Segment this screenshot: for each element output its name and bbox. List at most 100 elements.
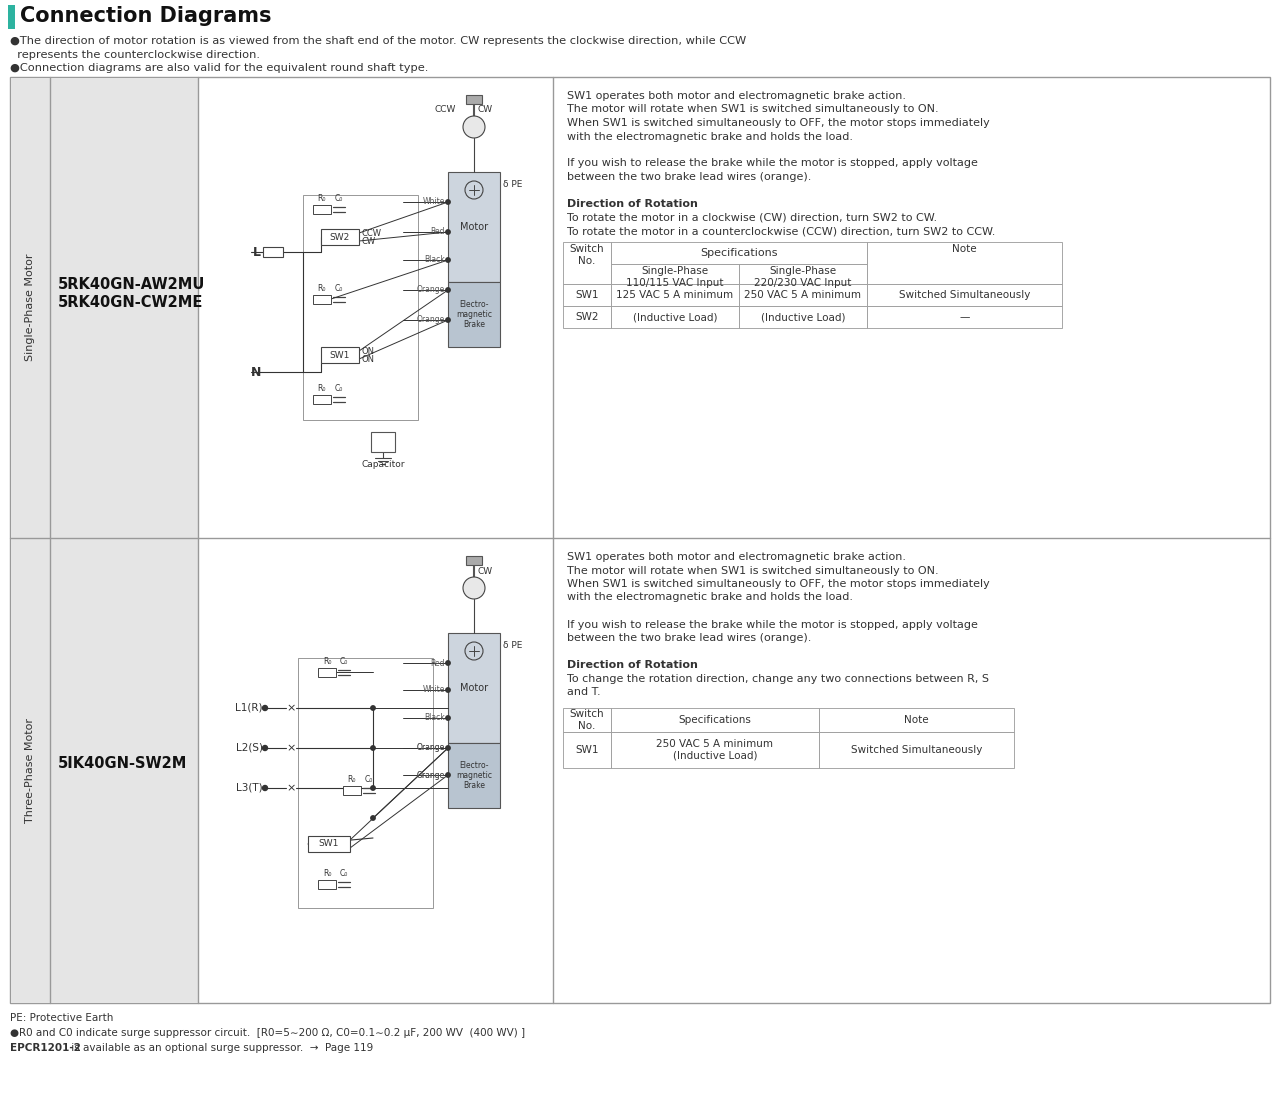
Text: R₀: R₀ (317, 384, 326, 393)
Text: represents the counterclockwise direction.: represents the counterclockwise directio… (10, 50, 260, 60)
Text: C₀: C₀ (365, 775, 374, 784)
Bar (611, 284, 739, 305)
Text: 5IK40GN-SW2M: 5IK40GN-SW2M (58, 756, 187, 771)
Circle shape (262, 786, 268, 790)
Text: —: — (959, 312, 970, 322)
Bar (448, 172, 500, 282)
Text: Specifications: Specifications (678, 715, 751, 725)
Text: Specifications: Specifications (700, 248, 778, 258)
Bar (739, 264, 867, 284)
Bar (317, 668, 335, 677)
Circle shape (371, 816, 375, 820)
Bar (10, 538, 50, 1003)
Text: Orange: Orange (417, 743, 445, 752)
Text: Direction of Rotation: Direction of Rotation (567, 199, 698, 209)
Circle shape (445, 688, 451, 693)
Text: Orange: Orange (417, 316, 445, 325)
Text: When SW1 is switched simultaneously to OFF, the motor stops immediately: When SW1 is switched simultaneously to O… (567, 117, 989, 128)
Text: If you wish to release the brake while the motor is stopped, apply voltage: If you wish to release the brake while t… (567, 159, 978, 169)
Text: N: N (251, 366, 261, 378)
Text: ×: × (287, 743, 296, 753)
Bar (448, 282, 500, 347)
Text: C₀: C₀ (335, 284, 343, 293)
Text: 125 VAC 5 A minimum: 125 VAC 5 A minimum (617, 290, 733, 300)
Text: SW2: SW2 (575, 312, 599, 322)
Bar (10, 77, 1270, 1003)
Text: δ PE: δ PE (503, 641, 522, 650)
Bar (739, 284, 867, 305)
Bar (563, 708, 611, 732)
Text: If you wish to release the brake while the motor is stopped, apply voltage: If you wish to release the brake while t… (567, 620, 978, 630)
Circle shape (463, 577, 485, 599)
Bar (262, 247, 283, 257)
Text: CCW: CCW (361, 229, 381, 238)
Text: SW1 operates both motor and electromagnetic brake action.: SW1 operates both motor and electromagne… (567, 552, 906, 562)
Bar (466, 95, 483, 104)
Bar (50, 77, 198, 538)
Text: C₀: C₀ (339, 657, 348, 666)
Text: Motor: Motor (460, 222, 488, 232)
Text: Red: Red (430, 658, 445, 668)
Text: R₀: R₀ (323, 657, 332, 666)
Text: (Inductive Load): (Inductive Load) (760, 312, 845, 322)
Text: Electro-
magnetic
Brake: Electro- magnetic Brake (456, 300, 492, 329)
Text: (Inductive Load): (Inductive Load) (632, 312, 717, 322)
Text: CW: CW (361, 237, 375, 246)
Text: CW: CW (477, 566, 492, 575)
Text: Direction of Rotation: Direction of Rotation (567, 660, 698, 670)
Circle shape (445, 661, 451, 665)
Bar (343, 786, 361, 794)
Bar (314, 205, 332, 214)
Text: EPCR1201-2: EPCR1201-2 (10, 1043, 81, 1053)
Text: ON: ON (361, 347, 374, 356)
Text: C₀: C₀ (339, 869, 348, 878)
Bar (819, 708, 1014, 732)
Bar (303, 195, 419, 420)
Text: Motor: Motor (460, 683, 488, 693)
Text: Single-Phase Motor: Single-Phase Motor (26, 254, 35, 361)
Text: ×: × (287, 703, 296, 713)
Circle shape (445, 257, 451, 262)
Bar (867, 305, 1062, 328)
Text: δ PE: δ PE (503, 180, 522, 189)
Text: The motor will rotate when SW1 is switched simultaneously to ON.: The motor will rotate when SW1 is switch… (567, 104, 938, 114)
Text: and T.: and T. (567, 687, 600, 697)
Text: Orange: Orange (417, 743, 445, 752)
Circle shape (445, 288, 451, 292)
Circle shape (445, 773, 451, 778)
Text: R₀: R₀ (348, 775, 356, 784)
Text: Note: Note (904, 715, 929, 725)
Circle shape (463, 116, 485, 138)
Text: Switch
No.: Switch No. (570, 709, 604, 731)
Circle shape (445, 200, 451, 204)
Circle shape (262, 705, 268, 711)
Bar (867, 242, 1062, 284)
Text: ON: ON (361, 355, 374, 364)
Bar (563, 242, 611, 284)
Circle shape (371, 706, 375, 711)
Bar (314, 295, 332, 304)
Text: 5RK40GN-AW2MU
5RK40GN-CW2ME: 5RK40GN-AW2MU 5RK40GN-CW2ME (58, 278, 205, 310)
Text: with the electromagnetic brake and holds the load.: with the electromagnetic brake and holds… (567, 132, 852, 141)
Text: The motor will rotate when SW1 is switched simultaneously to ON.: The motor will rotate when SW1 is switch… (567, 565, 938, 575)
Circle shape (445, 745, 451, 750)
Bar (448, 743, 500, 808)
Text: 250 VAC 5 A minimum
(Inductive Load): 250 VAC 5 A minimum (Inductive Load) (657, 740, 773, 761)
Text: 250 VAC 5 A minimum: 250 VAC 5 A minimum (745, 290, 861, 300)
Text: When SW1 is switched simultaneously to OFF, the motor stops immediately: When SW1 is switched simultaneously to O… (567, 579, 989, 589)
Text: SW2: SW2 (330, 233, 351, 242)
Text: SW1: SW1 (330, 350, 351, 359)
Text: R₀: R₀ (317, 284, 326, 293)
Text: CW: CW (477, 105, 492, 114)
Circle shape (445, 318, 451, 322)
Text: ●R0 and C0 indicate surge suppressor circuit.  [R0=5∼200 Ω, C0=0.1∼0.2 μF, 200 W: ●R0 and C0 indicate surge suppressor cir… (10, 1028, 525, 1038)
Text: with the electromagnetic brake and holds the load.: with the electromagnetic brake and holds… (567, 592, 852, 602)
Text: C₀: C₀ (335, 384, 343, 393)
Text: SW1 operates both motor and electromagnetic brake action.: SW1 operates both motor and electromagne… (567, 91, 906, 101)
Text: between the two brake lead wires (orange).: between the two brake lead wires (orange… (567, 633, 812, 643)
Text: Electro-
magnetic
Brake: Electro- magnetic Brake (456, 761, 492, 790)
Text: To rotate the motor in a counterclockwise (CCW) direction, turn SW2 to CCW.: To rotate the motor in a counterclockwis… (567, 226, 996, 236)
Text: White: White (422, 197, 445, 207)
Bar (317, 880, 335, 888)
Text: To rotate the motor in a clockwise (CW) direction, turn SW2 to CW.: To rotate the motor in a clockwise (CW) … (567, 213, 937, 223)
